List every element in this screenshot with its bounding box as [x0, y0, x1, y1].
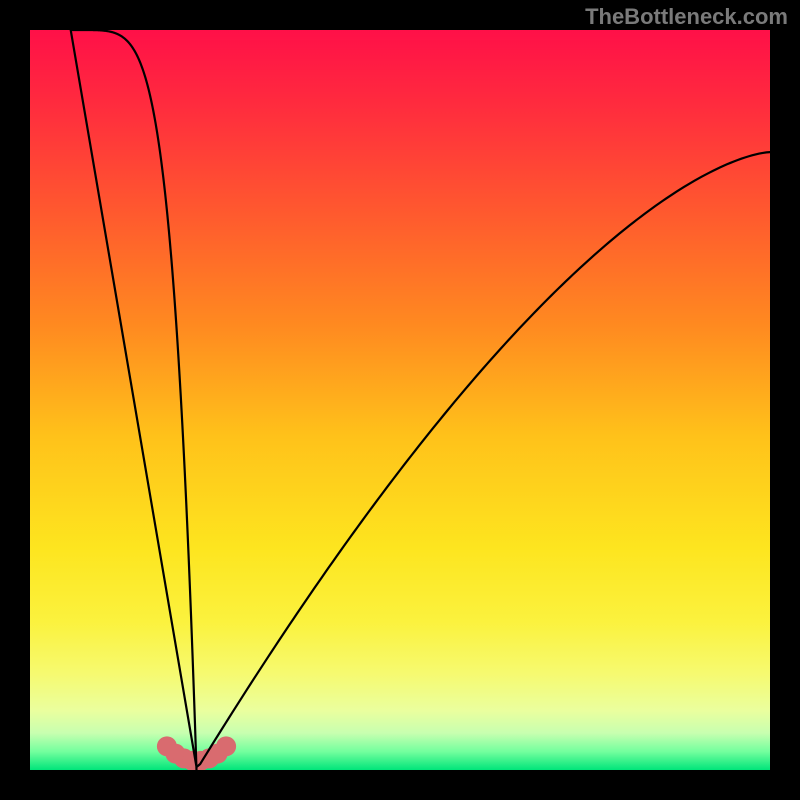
bottom-marker [216, 736, 236, 756]
v-curve [71, 30, 770, 770]
curve-layer [30, 30, 770, 770]
watermark-text: TheBottleneck.com [585, 4, 788, 30]
plot-area [30, 30, 770, 770]
chart-root: TheBottleneck.com [0, 0, 800, 800]
